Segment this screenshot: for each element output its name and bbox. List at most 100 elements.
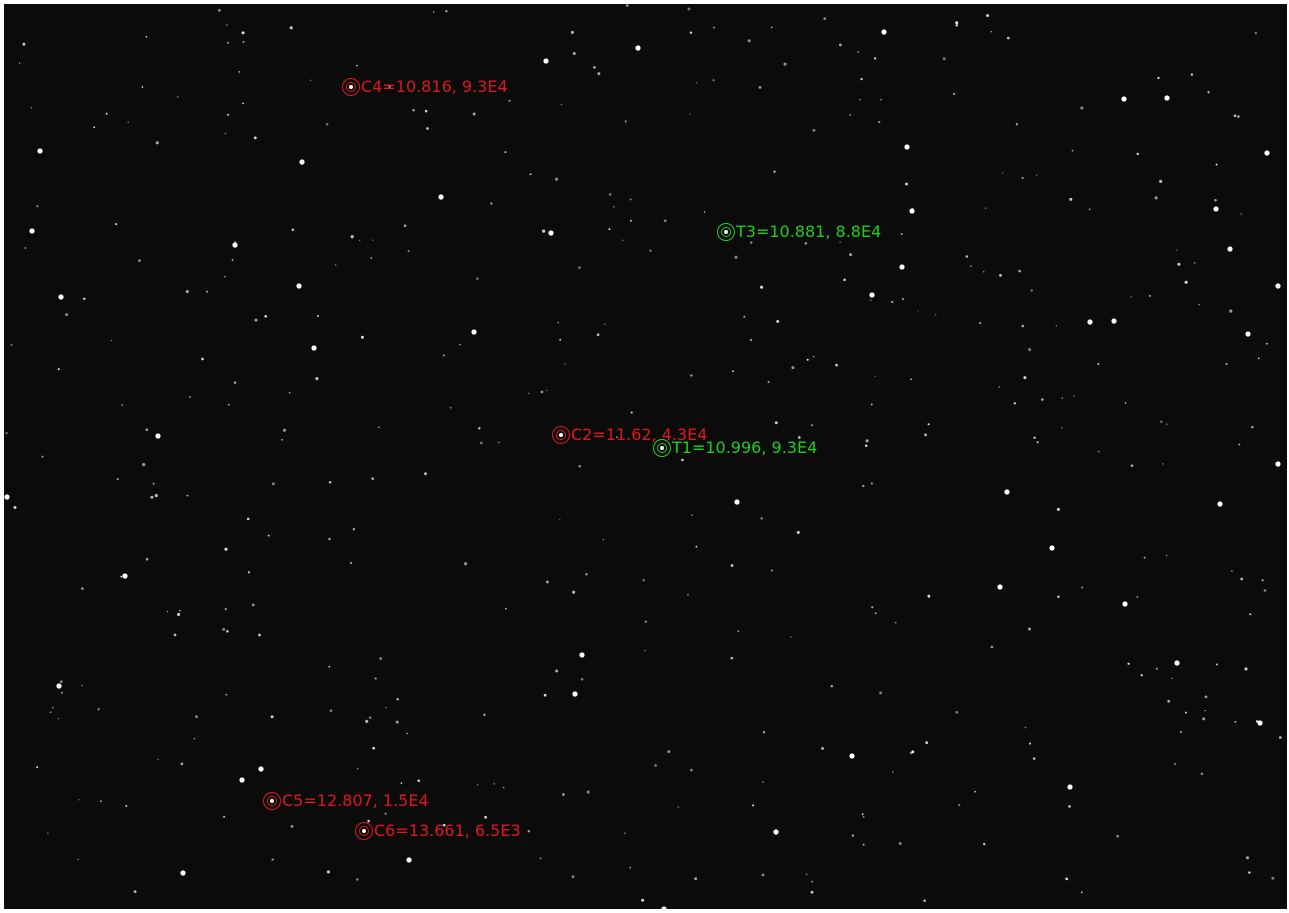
faint-star <box>1240 577 1244 581</box>
faint-star <box>395 720 399 724</box>
faint-star <box>141 86 144 88</box>
faint-star <box>1184 280 1188 284</box>
faint-star <box>1231 570 1233 572</box>
faint-star <box>241 31 245 35</box>
faint-star <box>271 858 274 861</box>
faint-star <box>30 106 33 109</box>
marker-c5[interactable]: C5=12.807, 1.5E4 <box>263 792 429 810</box>
faint-star <box>1263 589 1267 592</box>
faint-star <box>223 815 225 818</box>
faint-star <box>747 39 751 43</box>
star <box>661 906 667 909</box>
faint-star <box>791 366 795 370</box>
marker-t1[interactable]: T1=10.996, 9.3E4 <box>653 439 817 457</box>
star <box>1004 489 1010 495</box>
marker-c2[interactable]: C2=11.62, 4.3E4 <box>552 426 707 444</box>
faint-star <box>871 606 874 609</box>
faint-star <box>179 609 181 612</box>
faint-star <box>982 270 985 273</box>
faint-star <box>894 621 897 624</box>
aperture-ring-icon <box>552 426 570 444</box>
faint-star <box>880 99 882 101</box>
faint-star <box>176 95 179 98</box>
faint-star <box>110 339 113 342</box>
faint-star <box>480 441 483 445</box>
marker-c4[interactable]: C4=10.816, 9.3E4 <box>342 78 508 96</box>
faint-star <box>969 265 972 268</box>
faint-star <box>974 790 977 793</box>
faint-star <box>226 630 229 633</box>
faint-star <box>508 99 511 102</box>
faint-star <box>804 242 807 245</box>
faint-star <box>1204 695 1208 699</box>
star <box>122 573 128 579</box>
star <box>997 584 1003 590</box>
faint-star <box>629 219 632 222</box>
faint-star <box>1167 699 1171 703</box>
faint-star <box>1157 76 1160 80</box>
faint-star <box>1255 720 1259 723</box>
faint-star <box>1021 176 1024 180</box>
faint-star <box>851 834 855 837</box>
faint-star <box>407 250 410 252</box>
faint-star <box>1056 507 1060 511</box>
faint-star <box>1041 398 1044 401</box>
faint-star <box>325 123 329 126</box>
faint-star <box>649 249 652 252</box>
faint-star <box>984 207 987 209</box>
marker-c6[interactable]: C6=13.661, 6.5E3 <box>355 822 521 840</box>
star <box>155 433 161 439</box>
faint-star <box>180 762 184 766</box>
faint-star <box>328 537 331 541</box>
faint-star <box>1073 395 1075 397</box>
faint-star <box>356 64 358 67</box>
faint-star <box>560 103 563 106</box>
star <box>869 292 875 298</box>
faint-star <box>372 239 374 241</box>
faint-star <box>642 579 645 582</box>
faint-star <box>267 534 270 537</box>
faint-star <box>329 709 333 712</box>
faint-star <box>859 98 861 101</box>
faint-star <box>242 102 244 105</box>
star-field <box>4 4 1282 909</box>
faint-star <box>1136 595 1139 598</box>
faint-star <box>1007 36 1010 40</box>
star <box>4 494 10 500</box>
faint-star <box>1179 730 1183 734</box>
faint-star <box>891 300 894 304</box>
faint-star <box>1176 249 1178 251</box>
faint-star <box>1240 213 1242 215</box>
faint-star <box>1154 196 1158 200</box>
star <box>1049 545 1055 551</box>
star <box>635 45 641 51</box>
faint-star <box>379 657 383 661</box>
faint-star <box>93 126 96 129</box>
faint-star <box>876 228 879 230</box>
faint-star <box>242 41 245 43</box>
faint-star <box>713 26 716 29</box>
faint-star <box>986 14 989 17</box>
faint-star <box>773 170 776 173</box>
faint-star <box>696 82 698 84</box>
faint-star <box>1127 662 1130 665</box>
faint-star <box>861 813 864 816</box>
faint-star <box>892 771 894 773</box>
faint-star <box>483 713 486 716</box>
faint-star <box>602 538 604 541</box>
star <box>548 230 554 236</box>
faint-star <box>694 877 698 881</box>
faint-star <box>910 378 912 381</box>
faint-star <box>1185 711 1187 714</box>
faint-star <box>1171 677 1173 680</box>
faint-star <box>368 716 372 719</box>
marker-t3[interactable]: T3=10.881, 8.8E4 <box>717 223 881 241</box>
faint-star <box>695 545 698 548</box>
faint-star <box>730 656 734 660</box>
star <box>56 683 62 689</box>
faint-star <box>864 444 868 447</box>
faint-star <box>316 315 320 318</box>
faint-star <box>432 11 435 13</box>
faint-star <box>1130 295 1132 298</box>
faint-star <box>426 127 429 130</box>
